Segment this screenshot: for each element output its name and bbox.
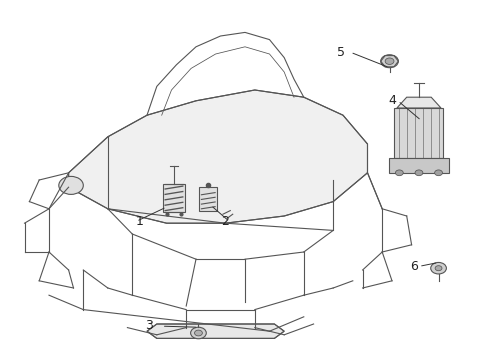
Circle shape xyxy=(385,58,394,64)
Circle shape xyxy=(435,170,442,176)
Polygon shape xyxy=(147,324,284,338)
Polygon shape xyxy=(389,158,449,173)
Polygon shape xyxy=(394,108,443,158)
Circle shape xyxy=(195,330,202,336)
Circle shape xyxy=(435,266,442,271)
Text: 4: 4 xyxy=(388,94,396,107)
Polygon shape xyxy=(69,90,368,223)
Circle shape xyxy=(395,170,403,176)
Polygon shape xyxy=(397,97,441,108)
Circle shape xyxy=(431,262,446,274)
Text: 5: 5 xyxy=(337,46,344,59)
Text: 2: 2 xyxy=(221,215,229,228)
Circle shape xyxy=(59,176,83,194)
Circle shape xyxy=(415,170,423,176)
Text: 6: 6 xyxy=(410,260,418,273)
Polygon shape xyxy=(199,187,217,211)
Circle shape xyxy=(191,327,206,339)
Text: 3: 3 xyxy=(146,319,153,332)
Polygon shape xyxy=(163,184,185,212)
Text: 1: 1 xyxy=(136,215,144,228)
Circle shape xyxy=(381,55,398,68)
